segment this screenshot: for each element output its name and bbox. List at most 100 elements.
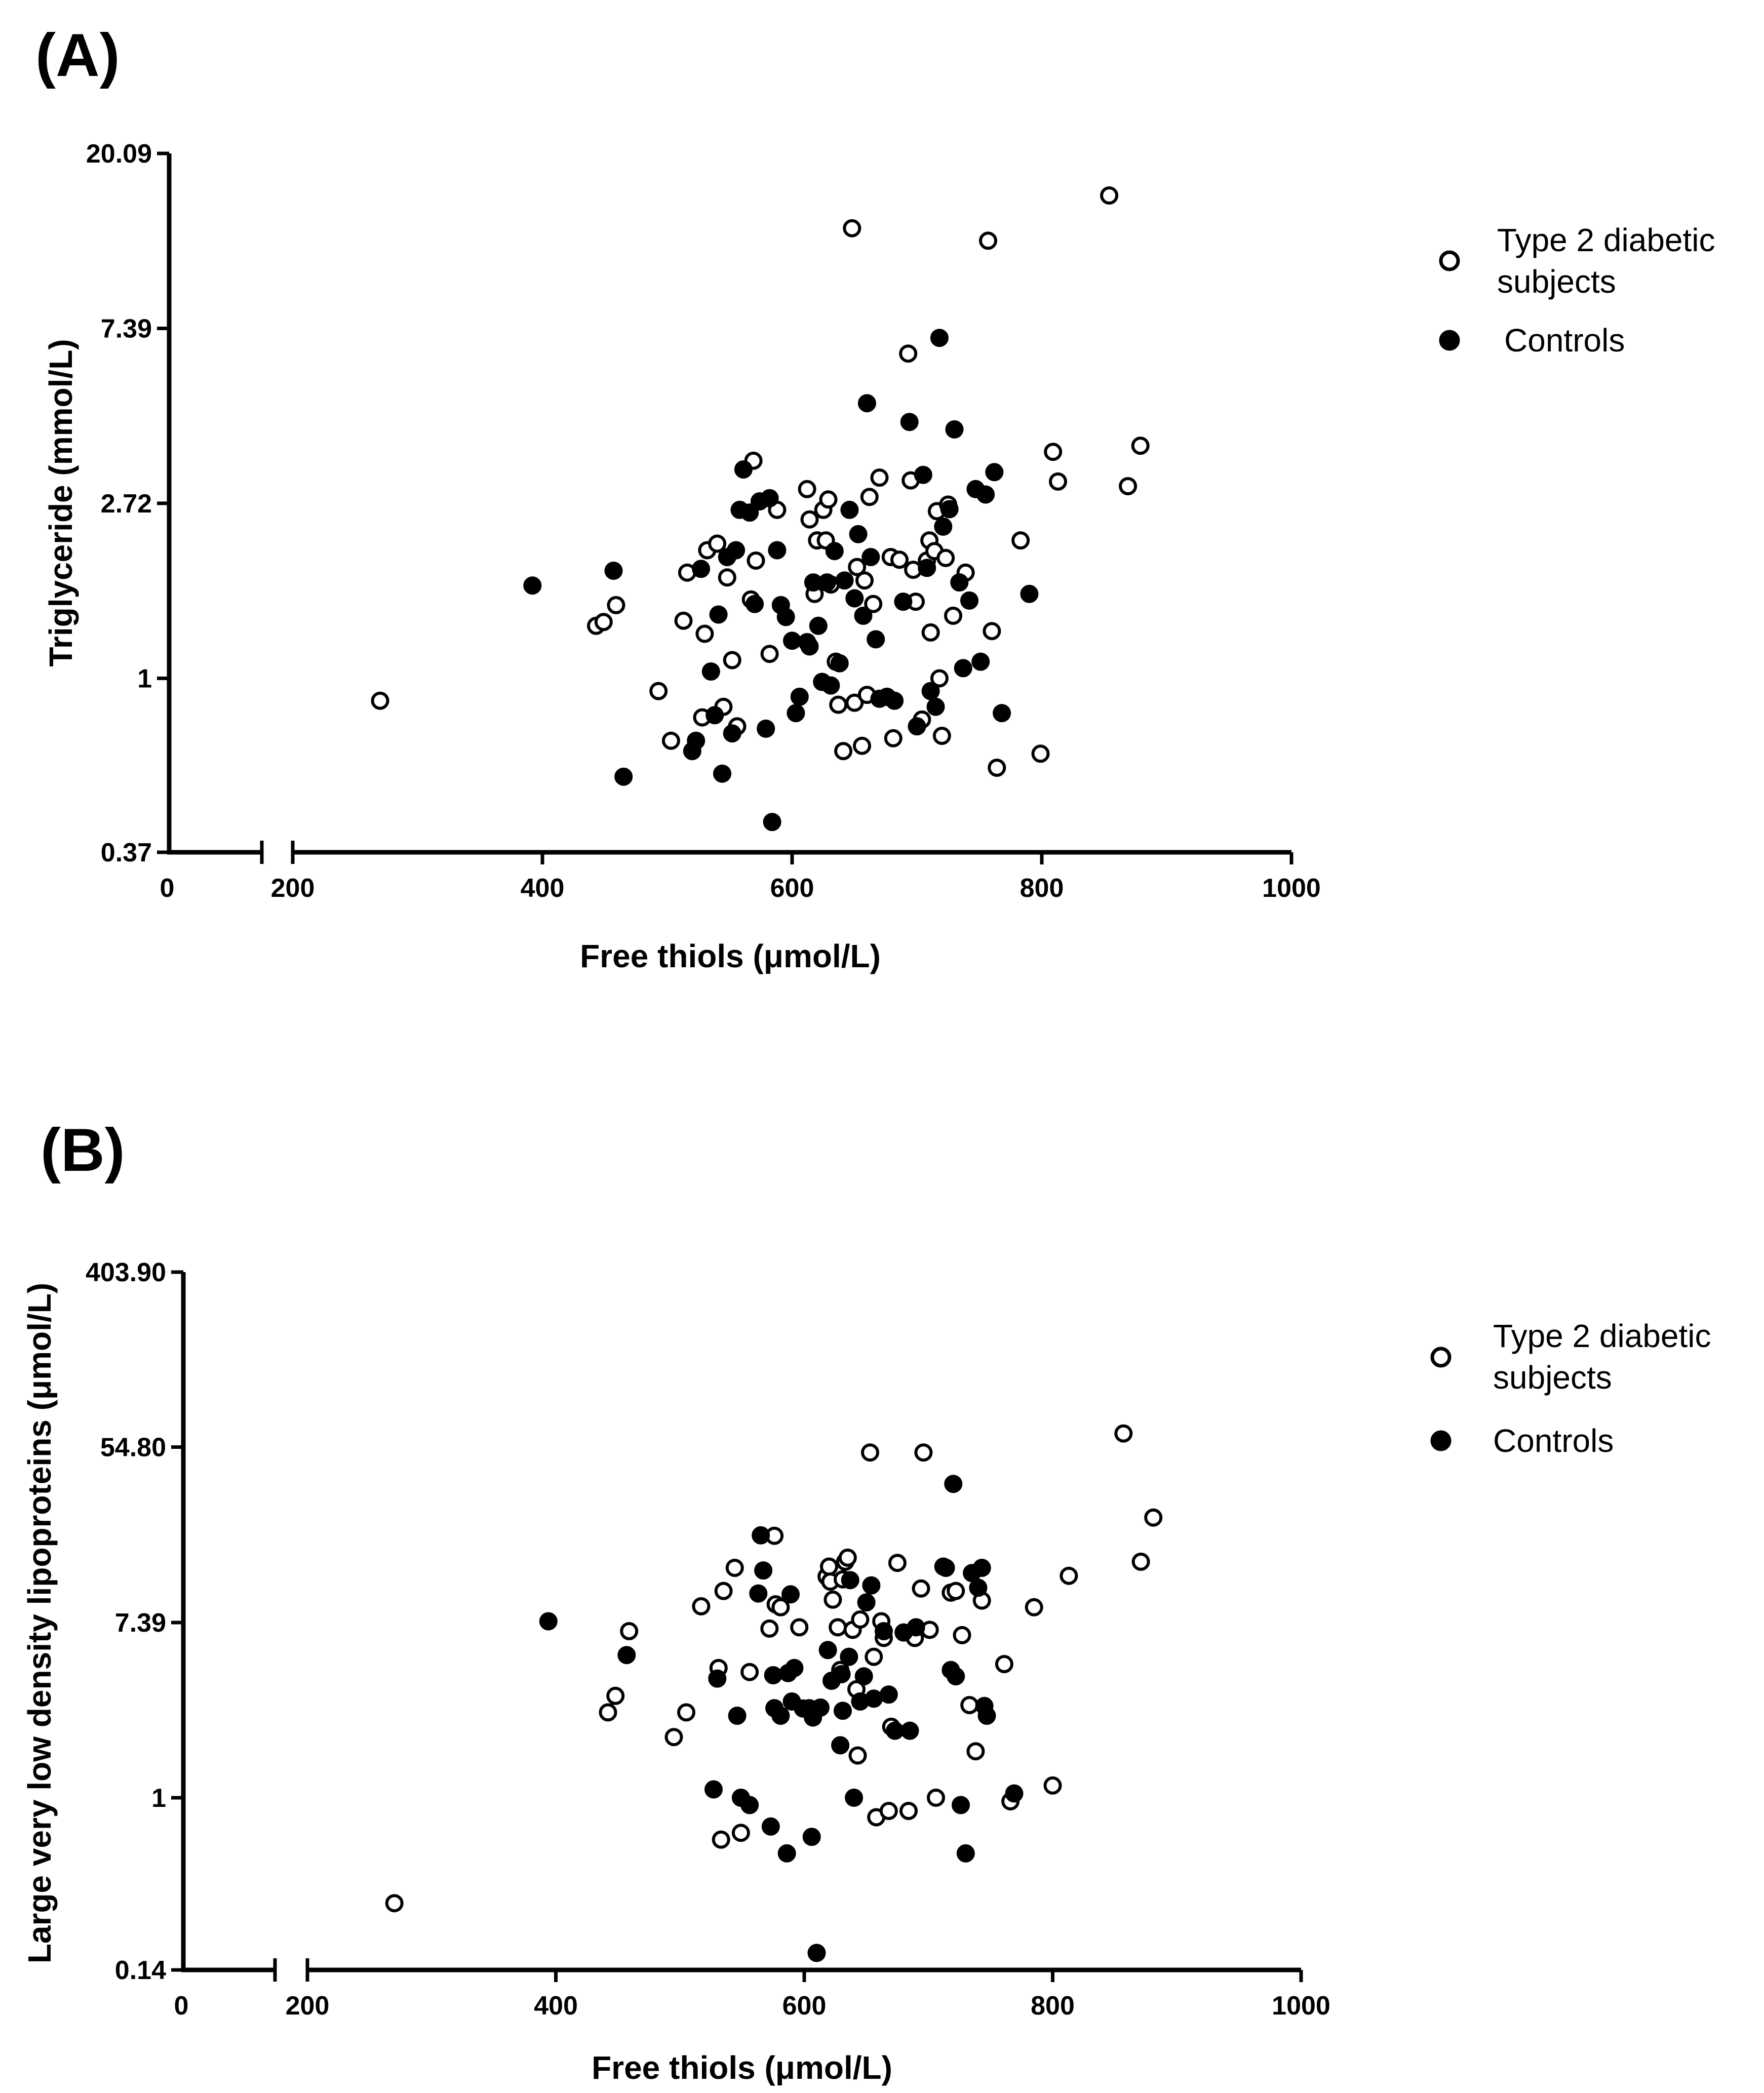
control-point <box>886 1721 904 1740</box>
type2-diabetic-point <box>966 1742 985 1761</box>
type2-diabetic-point <box>912 1579 930 1598</box>
type2-diabetic-point <box>1119 477 1138 495</box>
type2-diabetic-point <box>599 1703 617 1722</box>
control-point <box>934 517 953 536</box>
control-point <box>1005 1784 1024 1803</box>
control-point <box>841 1571 859 1590</box>
y-tick-label: 2.72 <box>101 489 152 519</box>
type2-diabetic-point <box>860 488 879 506</box>
type2-diabetic-point <box>960 1696 979 1714</box>
type2-diabetic-point <box>1114 1424 1133 1443</box>
control-point <box>709 605 728 624</box>
type2-diabetic-point <box>899 344 918 363</box>
type2-diabetic-point <box>1144 1508 1163 1527</box>
type2-diabetic-point <box>1131 437 1150 455</box>
panel-a-legend: Type 2 diabetic subjects Controls <box>1439 222 1715 359</box>
control-point <box>800 637 819 656</box>
y-tick-label: 1 <box>137 664 152 694</box>
control-point <box>771 1707 790 1725</box>
control-point <box>830 654 849 673</box>
control-point <box>918 559 936 577</box>
control-point <box>692 560 711 578</box>
control-point <box>704 1780 723 1799</box>
type2-diabetic-point <box>714 1582 733 1600</box>
type2-diabetic-point <box>824 1590 842 1609</box>
type2-diabetic-point <box>853 736 871 755</box>
type2-diabetic-point <box>932 727 951 745</box>
type2-diabetic-point <box>712 1830 730 1849</box>
control-point <box>944 1475 963 1493</box>
type2-diabetic-point <box>843 219 861 238</box>
type2-diabetic-point <box>834 742 853 761</box>
type2-diabetic-point <box>1049 472 1067 491</box>
control-point <box>539 1612 558 1631</box>
type2-diabetic-point <box>944 606 962 625</box>
panel-b-x-title: Free thiols (μmol/L) <box>592 2049 892 2086</box>
type2-diabetic-point <box>988 759 1006 777</box>
type2-diabetic-point <box>723 651 741 669</box>
y-tick-label: 7.39 <box>115 1608 166 1638</box>
control-point <box>945 420 964 439</box>
x-tick-label: 200 <box>286 1991 330 2021</box>
control-point <box>894 593 913 611</box>
type2-diabetic-point <box>930 669 949 688</box>
control-point <box>862 1576 881 1595</box>
type2-diabetic-point <box>865 1647 883 1666</box>
panel-b-legend: Type 2 diabetic subjects Controls <box>1430 1318 1711 1459</box>
control-point <box>740 503 759 522</box>
control-point <box>930 329 949 347</box>
type2-diabetic-point <box>861 1443 879 1462</box>
legend-entry-type2-line2: subjects <box>1497 263 1616 300</box>
control-point <box>825 542 844 561</box>
type2-diabetic-point <box>890 550 909 569</box>
control-point <box>705 706 724 725</box>
y-tick-label: 403.90 <box>86 1258 166 1287</box>
control-point <box>947 1667 965 1686</box>
control-point <box>764 1666 782 1684</box>
control-point <box>809 616 828 635</box>
control-point <box>845 589 864 608</box>
type2-diabetic-point <box>884 729 903 747</box>
control-point <box>708 1669 727 1688</box>
control-point <box>768 541 787 560</box>
control-point <box>849 525 868 543</box>
control-point <box>972 1559 991 1577</box>
panel-a-x-title: Free thiols (μmol/L) <box>580 938 881 974</box>
control-point <box>976 485 995 504</box>
panel-a-y-axis: 0.37 1 2.72 7.39 20.09 <box>86 139 172 867</box>
type2-diabetic-point <box>1025 1598 1043 1616</box>
control-point <box>936 1559 955 1577</box>
type2-diabetic-point <box>771 1598 790 1616</box>
control-point <box>926 697 945 716</box>
control-point <box>818 1641 837 1660</box>
control-point <box>728 1707 747 1725</box>
control-point <box>781 1585 800 1604</box>
x-tick-label: 0 <box>174 1991 189 2021</box>
panel-a-label: (A) <box>35 21 120 89</box>
control-point <box>604 562 623 580</box>
y-tick-label: 0.14 <box>115 1956 166 1985</box>
control-point <box>777 1844 796 1863</box>
control-point <box>977 1707 996 1725</box>
control-point <box>523 576 542 595</box>
type2-diabetic-point <box>790 1618 809 1637</box>
control-point <box>857 1593 876 1612</box>
control-point <box>687 731 705 750</box>
y-tick-label: 7.39 <box>101 314 152 344</box>
type2-diabetic-point <box>695 624 714 643</box>
control-point <box>790 687 809 706</box>
y-tick-label: 54.80 <box>100 1433 166 1462</box>
control-point <box>954 659 972 678</box>
type2-diabetic-point <box>870 468 889 487</box>
control-point <box>1020 584 1039 603</box>
type2-diabetic-point <box>1131 1552 1150 1571</box>
x-tick-label: 400 <box>534 1991 578 2021</box>
type2-diabetic-point <box>708 534 727 553</box>
type2-diabetic-point <box>718 568 736 587</box>
control-point <box>746 595 764 613</box>
type2-diabetic-point <box>899 1802 918 1820</box>
control-point <box>787 704 805 723</box>
control-point <box>907 1618 925 1637</box>
legend-filled-circle-icon <box>1439 330 1460 351</box>
